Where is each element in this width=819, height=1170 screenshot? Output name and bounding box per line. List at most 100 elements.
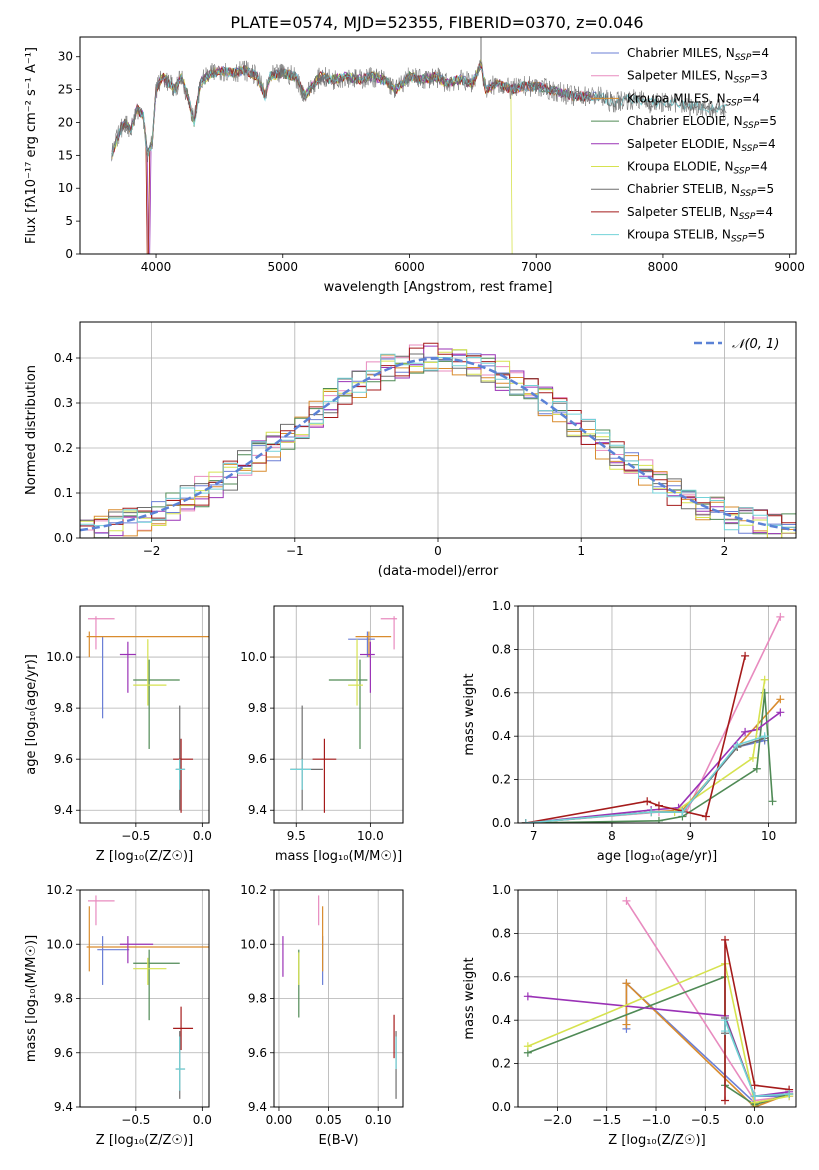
y-tick-label: 0.3 [54,396,73,410]
legend-subscript: SSP [731,235,748,245]
series-marker [733,740,742,749]
series-marker [521,819,530,823]
y-tick-label: 10.0 [46,650,73,664]
y-tick-label: 25 [58,83,73,97]
y-tick-label: 0.2 [54,441,73,455]
y-tick-label: 9.4 [248,1100,267,1114]
axes-frame [273,605,404,824]
y-tick-label: 9.4 [54,803,73,817]
series-marker [760,732,769,741]
y-axis-label: Normed distribution [24,365,39,495]
legend-text: =5 [747,228,765,242]
x-axis-label: mass [log₁₀(M/M☉)] [275,849,402,864]
legend-text: =4 [742,91,760,105]
x-tick-label: 7 [530,829,538,843]
x-tick-label: 9.5 [287,829,306,843]
x-tick-label: 0.0 [193,1113,212,1127]
y-tick-label: 0.0 [492,816,511,830]
y-tick-label: 9.6 [248,752,267,766]
series-line [525,616,782,823]
legend-text: =4 [751,46,769,60]
legend-entry: Kroupa ELODIE, NSSP=4 [627,160,768,177]
y-tick-label: 0.2 [492,773,511,787]
legend-entry: Kroupa MILES, NSSP=4 [627,91,760,108]
series-marker [741,651,750,660]
y-tick-label: 10.2 [240,883,267,897]
x-axis-label: E(B-V) [318,1133,358,1148]
mass_vs_Z-axes: −0.5 0.0 9.4 9.6 9.8 10.0 10.2 Z [log₁₀(Z/Z☉)] m… [24,883,212,1148]
series-marker [776,708,785,717]
residual_hist-marks [80,342,796,538]
y-tick-label: 0.4 [492,729,511,743]
series-marker [647,808,656,817]
y-tick-label: 20 [58,115,73,129]
x-tick-label: 4000 [141,260,172,274]
legend-subscript: SSP [734,76,751,86]
y-tick-label: 1.0 [492,599,511,613]
x-axis-label: (data-model)/error [378,564,499,579]
age_vs_mass-marks [290,616,398,813]
spectrum-marks [111,37,727,254]
series-marker [760,675,769,684]
x-tick-label: 2 [721,544,729,558]
legend-text: =3 [750,69,768,83]
series-marker [721,1096,730,1105]
y-tick-label: 10.0 [240,937,267,951]
x-tick-label: 8000 [648,260,679,274]
residual_hist-axes: −2 −1 0 1 2 0.0 0.1 0.2 0.3 0.4 (data-model)/error… [24,321,797,579]
legend-text: Chabrier ELODIE, N [627,114,743,128]
series-marker [768,797,777,806]
legend-subscript: SSP [743,121,760,131]
x-tick-label: 9000 [774,260,805,274]
y-tick-label: 9.8 [248,992,267,1006]
x-tick-label: 7000 [521,260,552,274]
model-spectrum-line [111,64,591,254]
series-line [525,698,781,823]
series-marker [785,1089,794,1098]
massweight_vs_Z-axes: −2.0 −1.5 −1.0 −0.5 0.0 0.0 0.2 0.4 0.6 0.8 1.0 Z [… [462,883,797,1148]
y-tick-label: 0.0 [54,531,73,545]
y-tick-label: 0.4 [492,1013,511,1027]
x-tick-label: 0.0 [745,1113,764,1127]
series-line [525,711,781,823]
legend-subscript: SSP [741,144,758,154]
x-tick-label: −1.5 [592,1113,621,1127]
data-spectrum-line [111,37,727,163]
legend-text: =5 [757,182,775,196]
axes-frame [273,889,404,1108]
series-marker [622,979,631,988]
x-axis-label: Z [log₁₀(Z/Z☉)] [608,1133,705,1148]
series-marker [748,753,757,762]
x-tick-label: −0.5 [691,1113,720,1127]
age_vs_Z-axes: −0.5 0.0 9.4 9.6 9.8 10.0 Z [log₁₀(Z/Z☉)] age [… [24,605,212,864]
legend-text: =4 [755,205,773,219]
y-tick-label: 9.6 [248,1046,267,1060]
legend-text: Kroupa STELIB, N [627,228,731,242]
legend-text: Chabrier MILES, N [627,46,735,60]
x-tick-label: −1.0 [641,1113,670,1127]
x-axis-label: Z [log₁₀(Z/Z☉)] [96,849,193,864]
x-tick-label: −2 [143,544,161,558]
y-tick-label: 15 [58,148,73,162]
series-line [525,692,774,823]
y-tick-label: 0.2 [492,1057,511,1071]
legend-text: Kroupa MILES, N [627,91,726,105]
figure-title: PLATE=0574, MJD=52355, FIBERID=0370, z=0… [230,13,643,32]
x-tick-label: 10.0 [357,829,384,843]
legend-text: =5 [759,114,777,128]
x-tick-label: 0.0 [193,829,212,843]
y-tick-label: 5 [65,214,73,228]
axes-frame [79,321,797,539]
y-tick-label: 0.4 [54,351,73,365]
legend-subscript: SSP [740,189,757,199]
x-tick-label: 0 [434,544,442,558]
series-marker [678,808,687,817]
series-marker [741,727,750,736]
series-marker [654,801,663,810]
massweight_vs_age-marks [521,612,785,823]
y-tick-label: 10.2 [46,883,73,897]
series-marker [654,816,663,823]
x-tick-label: −2.0 [543,1113,572,1127]
legend-subscript: SSP [734,167,751,177]
